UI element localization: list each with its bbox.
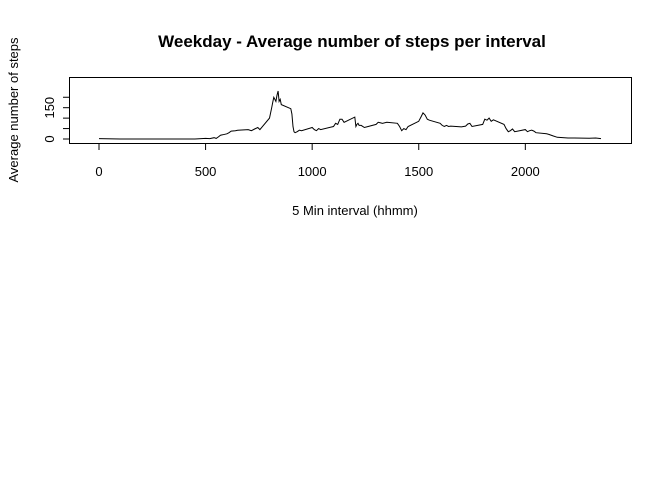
x-tick-label: 2000 xyxy=(511,164,540,179)
x-axis: 0 500 1000 1500 2000 xyxy=(95,143,540,179)
chart-title: Weekday - Average number of steps per in… xyxy=(158,32,546,51)
y-tick-label: 0 xyxy=(42,135,57,142)
x-axis-label: 5 Min interval (hhmm) xyxy=(292,203,418,218)
y-axis: 0 150 xyxy=(42,96,70,143)
y-axis-label: Average number of steps xyxy=(6,37,21,183)
y-tick-label: 150 xyxy=(42,97,57,119)
series-line xyxy=(98,90,602,140)
x-tick-label: 0 xyxy=(95,164,102,179)
x-tick-label: 1000 xyxy=(298,164,327,179)
x-tick-label: 1500 xyxy=(404,164,433,179)
x-tick-label: 500 xyxy=(195,164,217,179)
